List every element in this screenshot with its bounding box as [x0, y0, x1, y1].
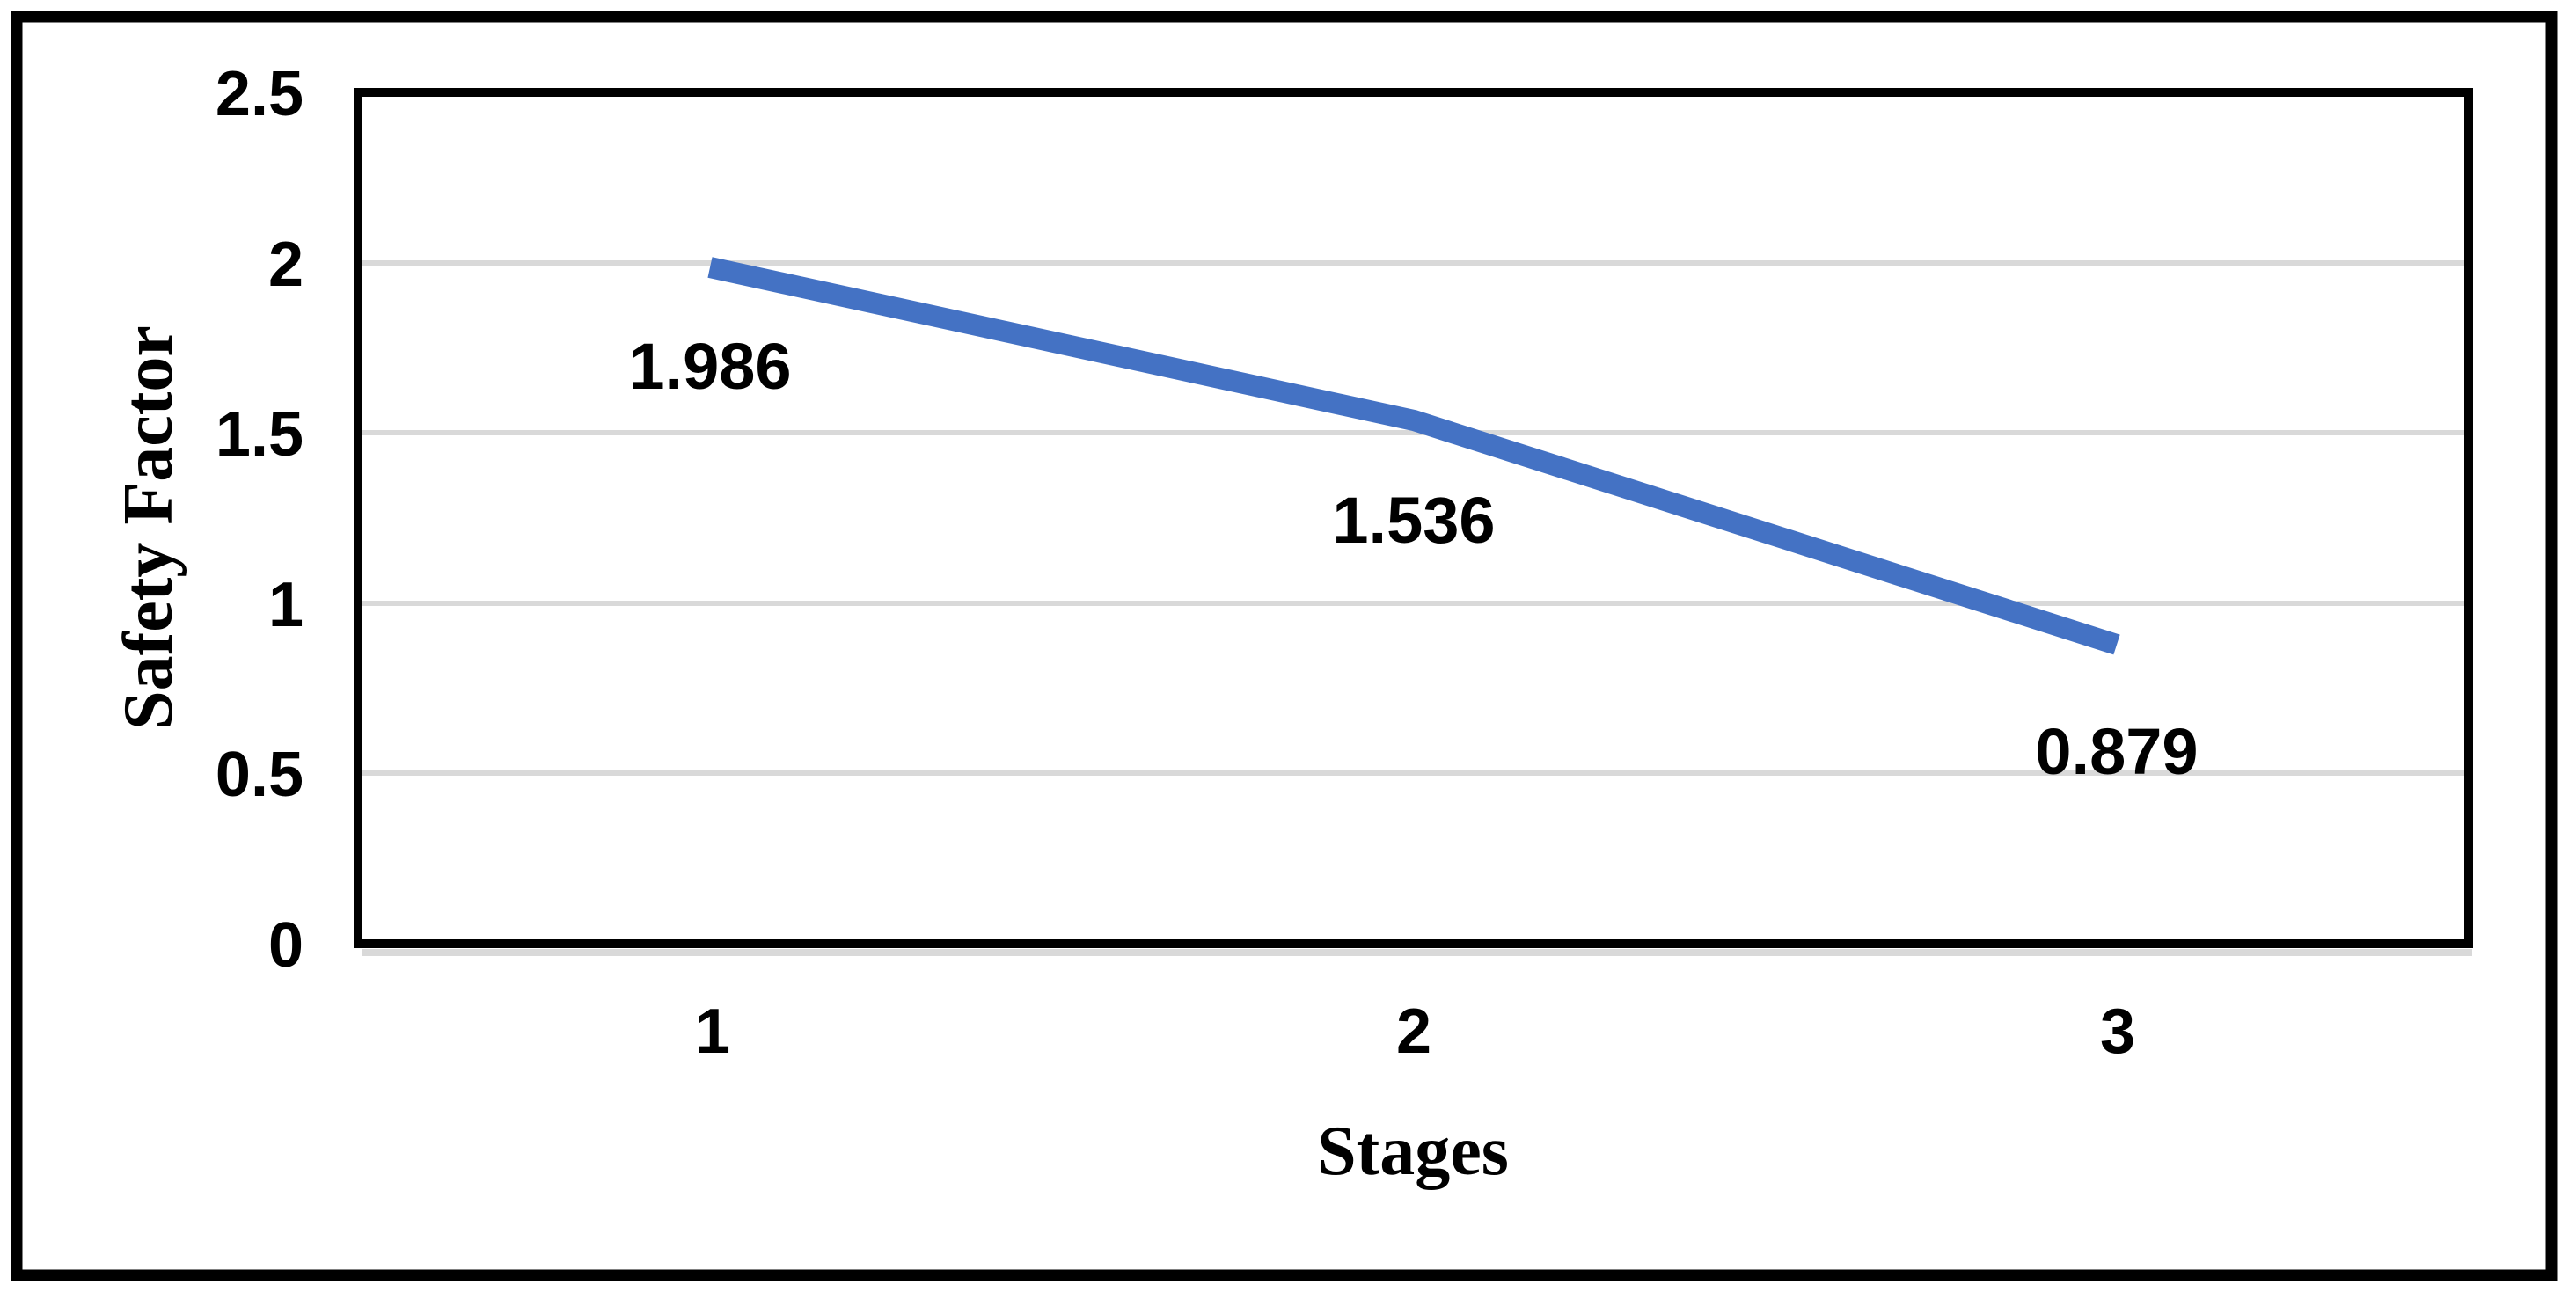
- y-tick-label-2: 2: [268, 230, 304, 300]
- x-tick-label-1: 1: [695, 996, 730, 1067]
- y-tick-label-2-5: 2.5: [216, 59, 304, 129]
- data-label-stage-2: 1.536: [1332, 484, 1495, 557]
- y-tick-label-1-5: 1.5: [216, 399, 304, 470]
- outer-frame: [11, 11, 2558, 1281]
- x-axis-title: Stages: [1317, 1113, 1509, 1190]
- y-axis-title: Safety Factor: [110, 325, 187, 730]
- data-label-stage-1: 1.986: [628, 330, 791, 403]
- y-tick-label-0: 0: [268, 910, 304, 981]
- y-tick-label-0-5: 0.5: [216, 740, 304, 810]
- plot-area: [354, 88, 2473, 948]
- series-line-safety-factor: [707, 257, 2120, 655]
- y-tick-label-1: 1: [268, 570, 304, 640]
- x-tick-label-2: 2: [1396, 996, 1431, 1067]
- y-axis-tick-labels: 2.5 2 1.5 1 0.5 0: [216, 59, 304, 981]
- x-axis-tick-labels: 1 2 3: [695, 996, 2135, 1067]
- data-label-stage-3: 0.879: [2035, 715, 2198, 788]
- x-tick-label-3: 3: [2100, 996, 2135, 1067]
